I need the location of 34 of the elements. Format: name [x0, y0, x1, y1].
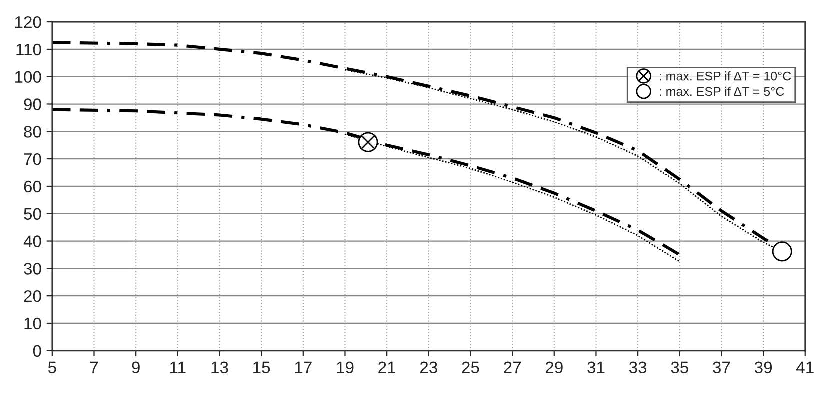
legend-label: : max. ESP if ΔT = 10°C	[660, 72, 792, 81]
y-tick-label: 50	[24, 208, 42, 220]
x-tick-label: 15	[254, 362, 270, 374]
x-tick-label: 31	[588, 362, 605, 374]
y-tick-label: 120	[15, 16, 42, 28]
x-tick-label: 33	[629, 362, 647, 374]
x-tick-label: 27	[504, 362, 521, 374]
x-tick-label: 17	[295, 362, 312, 374]
y-tick-label: 90	[24, 98, 42, 110]
y-tick-label: 70	[24, 153, 42, 166]
y-tick-label: 40	[24, 236, 42, 248]
x-tick-label: 11	[170, 362, 186, 374]
legend-label: : max. ESP if ΔT = 5°C	[660, 86, 784, 96]
x-tick-label: 19	[337, 362, 354, 374]
x-tick-label: 21	[378, 362, 396, 374]
x-tick-label: 13	[212, 362, 228, 374]
x-tick-label: 29	[546, 362, 563, 374]
y-tick-label: 100	[15, 71, 42, 84]
x-tick-label: 39	[754, 362, 772, 374]
y-tick-label: 20	[24, 290, 42, 302]
y-tick-label: 10	[24, 318, 42, 330]
x-tick-label: 7	[90, 362, 98, 374]
x-tick-label: 37	[713, 362, 730, 374]
y-tick-label: 110	[16, 44, 42, 56]
x-tick-label: 35	[671, 362, 688, 374]
x-tick-label: 5	[48, 362, 56, 374]
y-tick-label: 60	[24, 180, 42, 193]
x-tick-label: 23	[420, 362, 438, 374]
x-tick-label: 41	[796, 362, 814, 374]
x-tick-label: 9	[132, 362, 140, 374]
y-tick-label: 80	[24, 126, 42, 138]
x-tick-label: 25	[462, 362, 480, 374]
y-tick-label: 0	[33, 345, 42, 358]
y-tick-label: 30	[24, 263, 42, 275]
